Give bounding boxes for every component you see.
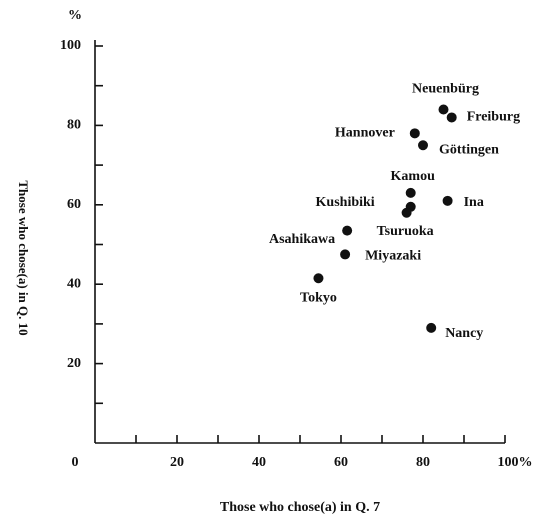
point-label: Asahikawa (269, 232, 335, 247)
x-tick-label: 100% (498, 455, 533, 470)
point-label: Ina (464, 195, 484, 210)
y-axis-label: Those who chose(a) in Q. 10 (16, 180, 31, 335)
point (342, 225, 353, 236)
point-label: Tsuruoka (377, 224, 434, 239)
point (313, 273, 324, 284)
point-label: Hannover (335, 126, 395, 141)
x-tick-label: 40 (252, 455, 266, 470)
point-label: Tokyo (300, 290, 337, 305)
point (438, 104, 449, 115)
point-label: Göttingen (439, 142, 499, 157)
point-label: Miyazaki (365, 249, 421, 264)
x-tick-label: 0 (72, 455, 79, 470)
x-tick-label: 80 (416, 455, 430, 470)
point (405, 187, 416, 198)
y-unit: % (68, 8, 82, 23)
point (446, 112, 457, 123)
point-label: Kamou (391, 169, 436, 184)
point-label: Kushibiki (316, 195, 375, 210)
point (442, 195, 453, 206)
x-axis-label: Those who chose(a) in Q. 7 (220, 500, 380, 515)
point-label: Nancy (445, 326, 483, 341)
point (426, 322, 437, 333)
y-tick-label: 80 (67, 118, 81, 133)
y-tick-label: 60 (67, 197, 81, 212)
point (401, 207, 412, 218)
x-tick-label: 60 (334, 455, 348, 470)
y-tick-label: 100 (60, 38, 81, 53)
point (409, 128, 420, 139)
y-tick-label: 20 (67, 356, 81, 371)
x-tick-label: 20 (170, 455, 184, 470)
point-label: Freiburg (467, 110, 520, 125)
point (418, 140, 428, 151)
point (340, 249, 351, 260)
point-label: Neuenbürg (412, 82, 479, 97)
y-tick-label: 40 (67, 276, 81, 291)
